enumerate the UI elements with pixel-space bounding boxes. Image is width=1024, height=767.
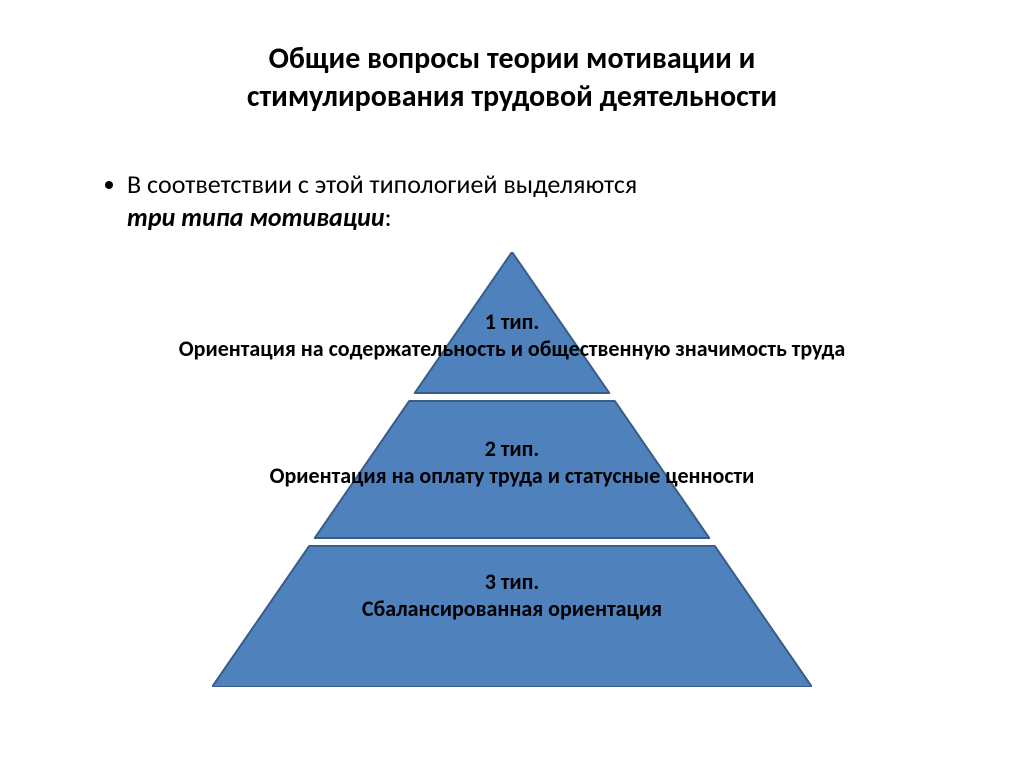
slide-title: Общие вопросы теории мотивации и стимули… (0, 40, 1024, 115)
pyramid-label-2-desc: Ориентация на оплату труда и статусные ц… (0, 462, 1024, 489)
bullet-item: В соответствии с этой типологией выделяю… (105, 168, 964, 233)
bullet-text: В соответствии с этой типологией выделяю… (127, 168, 637, 233)
slide-title-line2: стимулирования трудовой деятельности (0, 78, 1024, 116)
bullet-block: В соответствии с этой типологией выделяю… (105, 168, 964, 233)
pyramid-label-1-title: 1 тип. (0, 308, 1024, 335)
pyramid-label-3-desc: Сбалансированная ориентация (0, 595, 1024, 622)
pyramid-label-1-desc: Ориентация на содержательность и обществ… (0, 335, 1024, 362)
bullet-text-emphasis: три типа мотивации (127, 201, 385, 233)
bullet-text-tail: : (385, 201, 392, 233)
pyramid-label-2-title: 2 тип. (0, 435, 1024, 462)
pyramid-label-3-title: 3 тип. (0, 568, 1024, 595)
slide-title-line1: Общие вопросы теории мотивации и (0, 40, 1024, 78)
bullet-text-line1: В соответствии с этой типологией выделяю… (127, 168, 637, 200)
bullet-dot-icon (105, 181, 113, 189)
pyramid-label-1: 1 тип. Ориентация на содержательность и … (0, 308, 1024, 362)
pyramid-label-2: 2 тип. Ориентация на оплату труда и стат… (0, 435, 1024, 489)
pyramid-label-3: 3 тип. Сбалансированная ориентация (0, 568, 1024, 622)
